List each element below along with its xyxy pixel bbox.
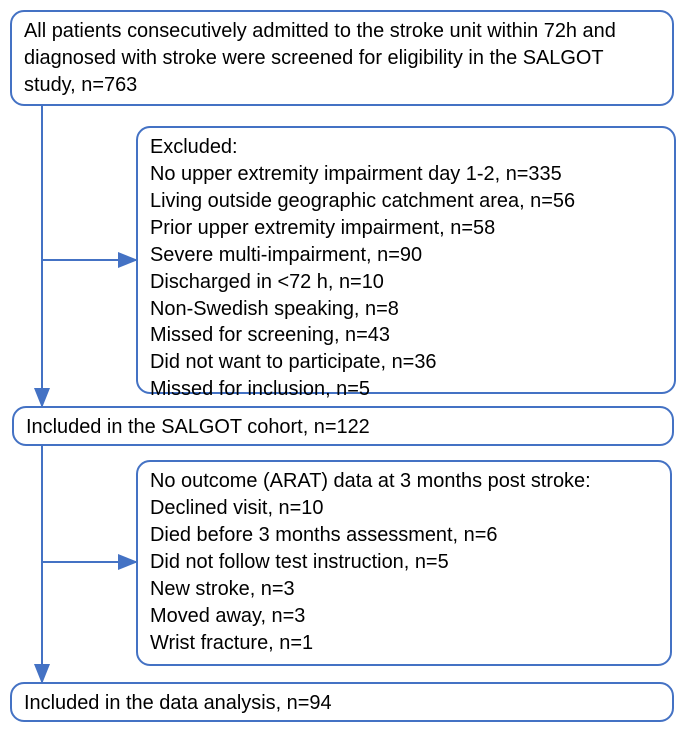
flow-box-text: Included in the SALGOT cohort, n=122 [26,416,370,438]
flow-box-line: Missed for inclusion, n=5 [150,376,662,403]
flowchart-canvas: All patients consecutively admitted to t… [8,8,677,725]
flow-box-title: No outcome (ARAT) data at 3 months post … [150,468,658,495]
flow-box-excluded1: Excluded: No upper extremity impairment … [136,126,676,394]
flow-box-lines: No upper extremity impairment day 1-2, n… [150,161,662,403]
flow-box-line: New stroke, n=3 [150,576,658,603]
flow-box-screened: All patients consecutively admitted to t… [10,10,674,106]
flow-box-included-analysis: Included in the data analysis, n=94 [10,682,674,722]
flow-box-line: Non-Swedish speaking, n=8 [150,296,662,323]
flow-box-line: Did not follow test instruction, n=5 [150,549,658,576]
flow-box-text: Included in the data analysis, n=94 [24,692,332,714]
flow-box-line: Severe multi-impairment, n=90 [150,242,662,269]
flow-box-lines: Declined visit, n=10 Died before 3 month… [150,495,658,657]
flow-box-line: Died before 3 months assessment, n=6 [150,522,658,549]
flow-box-line: Wrist fracture, n=1 [150,630,658,657]
flow-box-text: All patients consecutively admitted to t… [24,20,616,96]
flow-box-line: Moved away, n=3 [150,603,658,630]
edges [42,106,136,682]
flow-box-excluded2: No outcome (ARAT) data at 3 months post … [136,460,672,666]
flow-box-line: Did not want to participate, n=36 [150,349,662,376]
flow-box-line: Discharged in <72 h, n=10 [150,269,662,296]
flow-box-line: Missed for screening, n=43 [150,322,662,349]
flow-box-line: Prior upper extremity impairment, n=58 [150,215,662,242]
flow-box-title: Excluded: [150,134,662,161]
flow-box-line: Declined visit, n=10 [150,495,658,522]
flow-box-line: Living outside geographic catchment area… [150,188,662,215]
flow-box-included-cohort: Included in the SALGOT cohort, n=122 [12,406,674,446]
flow-box-line: No upper extremity impairment day 1-2, n… [150,161,662,188]
